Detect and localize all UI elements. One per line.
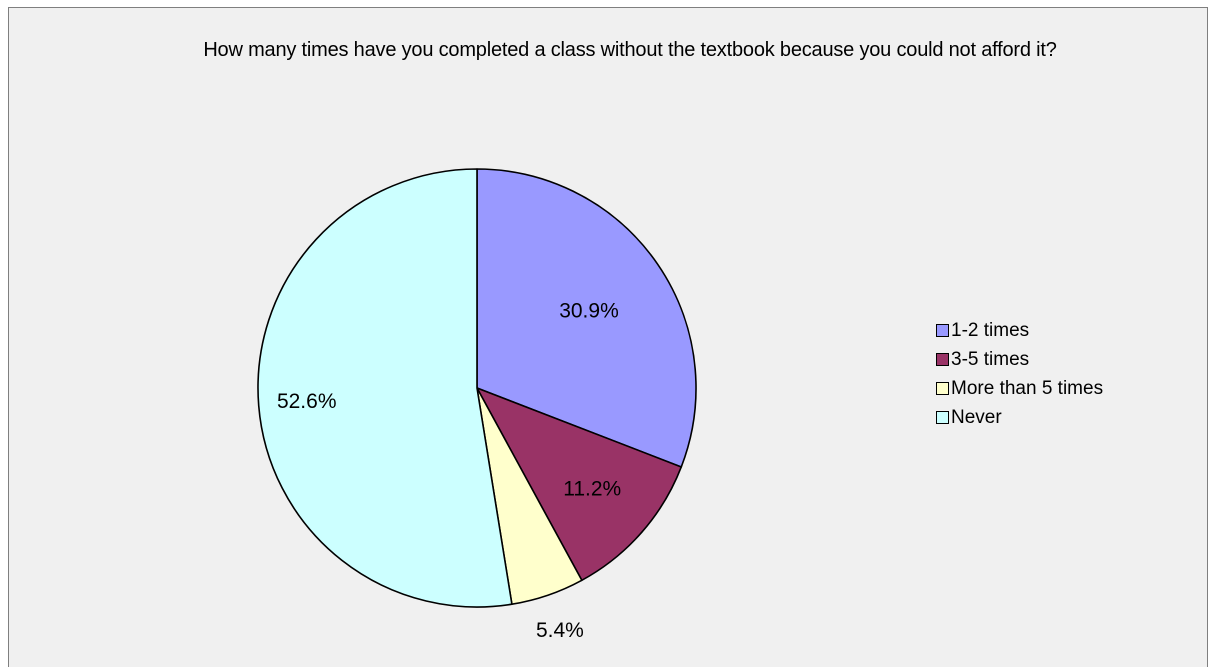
pie-slice-never	[257, 168, 513, 608]
legend-swatch	[936, 324, 949, 337]
legend-label: 3-5 times	[951, 348, 1030, 370]
chart-title: How many times have you completed a clas…	[203, 39, 1057, 61]
legend-swatch	[936, 411, 949, 424]
legend-swatch	[936, 353, 949, 366]
legend-label: More than 5 times	[951, 377, 1104, 399]
pie-slice-3-5-times	[476, 387, 683, 582]
legend-item-more-than-5-times: More than 5 times	[936, 374, 1103, 403]
data-label: 5.4%	[536, 619, 584, 642]
legend-label: Never	[951, 406, 1002, 428]
pie-slices	[257, 168, 697, 608]
legend-swatch	[936, 382, 949, 395]
legend-item-1-2-times: 1-2 times	[936, 316, 1103, 345]
legend-label: 1-2 times	[951, 319, 1030, 341]
data-label: 11.2%	[563, 478, 621, 501]
pie-slice-1-2-times	[476, 168, 697, 468]
legend-item-3-5-times: 3-5 times	[936, 345, 1103, 374]
legend: 1-2 times 3-5 times More than 5 times Ne…	[936, 316, 1103, 432]
data-label: 52.6%	[277, 390, 337, 413]
legend-item-never: Never	[936, 403, 1103, 432]
data-label: 30.9%	[559, 300, 619, 323]
pie-labels: 30.9% 11.2% 5.4% 52.6%	[277, 300, 621, 642]
